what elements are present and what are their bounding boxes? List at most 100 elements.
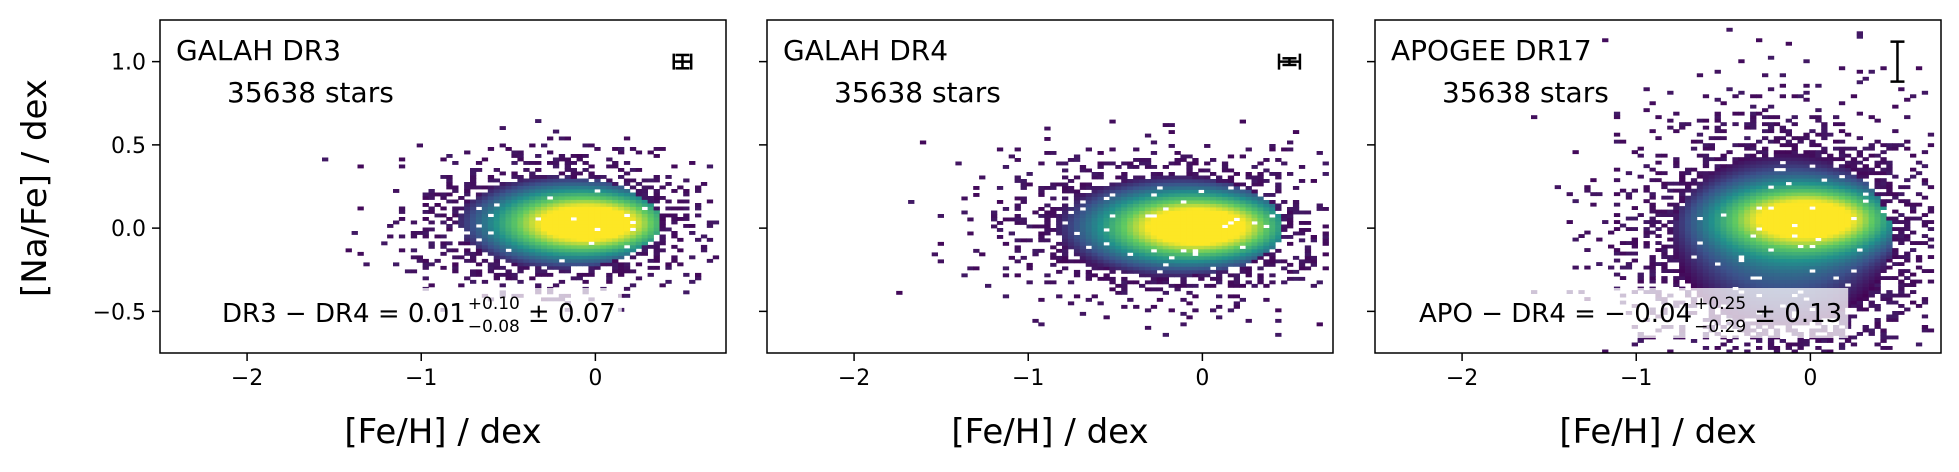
density-cell	[1886, 248, 1893, 252]
density-cell	[547, 217, 554, 221]
density-cell	[1679, 122, 1686, 127]
density-cell	[1714, 178, 1721, 183]
density-cell	[1892, 318, 1899, 322]
density-cell	[612, 196, 619, 200]
density-cell	[1056, 269, 1063, 274]
density-cell	[629, 248, 637, 253]
density-cell	[1216, 224, 1223, 229]
density-cell	[1056, 161, 1063, 166]
density-cell	[1251, 217, 1258, 222]
density-cell	[1192, 228, 1199, 232]
density-cell	[1726, 230, 1733, 235]
density-cell	[1257, 217, 1264, 222]
density-cell	[357, 164, 364, 169]
density-cell	[1708, 279, 1715, 284]
density-cell	[1773, 276, 1781, 280]
density-cell	[1791, 206, 1798, 210]
density-cell	[1827, 199, 1834, 204]
density-cell	[1192, 224, 1199, 229]
density-cell	[635, 231, 643, 235]
density-cell	[582, 154, 589, 158]
density-cell	[1797, 178, 1804, 183]
density-cell	[612, 164, 619, 169]
density-cell	[1127, 179, 1134, 183]
density-cell	[1732, 283, 1739, 287]
density-cell	[1298, 165, 1306, 169]
density-cell	[612, 189, 619, 193]
density-cell	[393, 220, 400, 225]
density-cell	[1791, 251, 1798, 256]
density-cell	[1809, 199, 1816, 204]
density-cell	[1619, 276, 1627, 280]
density-cell	[1121, 259, 1128, 264]
density-cell	[1821, 230, 1828, 235]
density-cell	[552, 231, 560, 235]
density-cell	[1150, 179, 1158, 183]
density-cell	[1809, 227, 1816, 231]
density-cell	[1702, 213, 1710, 217]
density-cell	[1821, 181, 1828, 186]
density-cell	[1744, 160, 1751, 165]
density-cell	[1827, 279, 1834, 284]
density-cell	[1637, 276, 1644, 280]
density-cell	[1844, 227, 1852, 231]
density-cell	[1133, 193, 1140, 197]
density-cell	[1797, 223, 1804, 228]
density-cell	[1732, 223, 1739, 228]
density-cell	[1714, 174, 1721, 179]
density-cell	[1174, 161, 1181, 166]
density-cell	[1251, 207, 1258, 211]
density-cell	[1791, 164, 1798, 169]
density-cell	[1168, 238, 1175, 243]
density-cell	[1732, 248, 1739, 252]
density-cell	[564, 220, 571, 225]
density-cell	[1144, 269, 1152, 274]
density-cell	[541, 210, 548, 214]
density-cell	[600, 210, 607, 214]
density-cell	[1204, 238, 1211, 243]
density-cell	[428, 206, 435, 211]
density-cell	[511, 248, 518, 253]
density-cell	[1251, 238, 1258, 243]
density-cell	[1720, 206, 1727, 210]
density-cell	[535, 258, 542, 263]
density-cell	[629, 192, 637, 197]
density-cell	[1874, 258, 1881, 263]
density-cell	[1844, 220, 1852, 224]
density-cell	[1079, 255, 1087, 260]
density-cell	[1708, 234, 1715, 238]
density-cell	[1803, 136, 1810, 141]
density-cell	[529, 171, 536, 176]
density-cell	[523, 241, 530, 246]
density-cell	[1245, 193, 1252, 197]
density-heatmap	[322, 119, 720, 312]
density-cell	[1868, 293, 1875, 298]
density-cell	[1233, 189, 1240, 194]
density-cell	[511, 185, 518, 190]
density-cell	[659, 241, 666, 246]
density-cell	[1904, 255, 1911, 259]
density-cell	[1767, 283, 1775, 287]
density-cell	[612, 161, 619, 165]
density-cell	[594, 185, 601, 190]
density-cell	[558, 182, 566, 186]
density-cell	[1613, 132, 1621, 137]
density-cell	[434, 203, 441, 207]
axes-frame	[766, 19, 1334, 354]
density-cell	[1133, 221, 1140, 225]
density-cell	[1038, 248, 1045, 253]
density-cell	[1121, 248, 1128, 253]
density-cell	[653, 224, 660, 228]
density-cell	[665, 227, 672, 232]
density-cell	[505, 241, 512, 246]
density-cell	[1127, 248, 1134, 253]
density-cell	[576, 196, 583, 200]
density-cell	[547, 224, 554, 228]
density-cell	[606, 164, 613, 169]
density-cell	[1850, 157, 1858, 162]
density-cell	[1690, 276, 1698, 280]
density-cell	[1322, 252, 1329, 257]
density-cell	[1079, 224, 1087, 229]
density-cell	[1103, 238, 1110, 243]
density-cell	[1738, 216, 1745, 221]
